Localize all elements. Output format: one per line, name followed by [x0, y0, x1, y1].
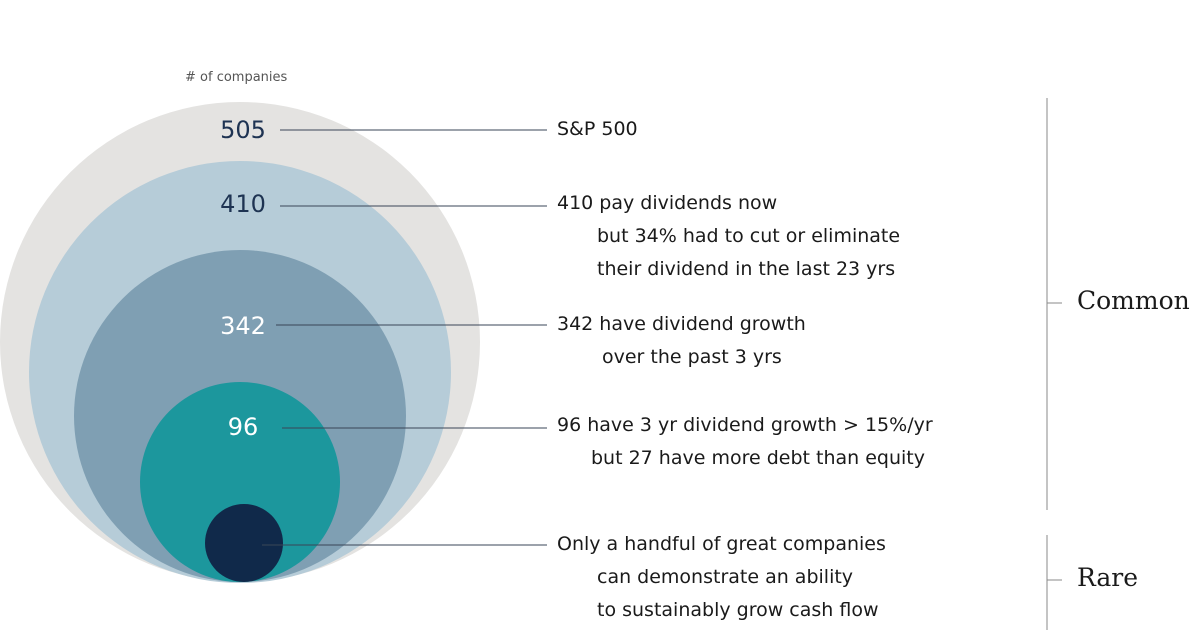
label-dividend-growth-line-1: 342 have dividend growth	[557, 313, 806, 335]
label-sp500: S&P 500	[557, 118, 638, 140]
label-great-companies-line-3: to sustainably grow cash flow	[597, 599, 879, 621]
circle-high-growth	[140, 382, 340, 582]
label-dividend-payers-line-3: their dividend in the last 23 yrs	[597, 258, 896, 280]
label-dividend-payers-line-1: 410 pay dividends now	[557, 192, 778, 214]
label-great-companies-line-1: Only a handful of great companies	[557, 533, 886, 555]
label-dividend-payers-line-2: but 34% had to cut or eliminate	[597, 225, 901, 247]
count-342: 342	[220, 312, 266, 340]
chart-caption: # of companies	[185, 70, 288, 85]
count-96: 96	[228, 413, 259, 441]
category-rare: Rare	[1077, 563, 1139, 592]
circle-great-companies	[205, 504, 283, 582]
label-high-growth-line-2: but 27 have more debt than equity	[591, 447, 926, 469]
label-dividend-growth-line-2: over the past 3 yrs	[602, 346, 782, 368]
label-high-growth-line-1: 96 have 3 yr dividend growth > 15%/yr	[557, 414, 933, 436]
count-410: 410	[220, 190, 266, 218]
count-505: 505	[220, 116, 266, 144]
label-great-companies-line-2: can demonstrate an ability	[597, 566, 854, 588]
category-common: Common	[1077, 286, 1190, 315]
